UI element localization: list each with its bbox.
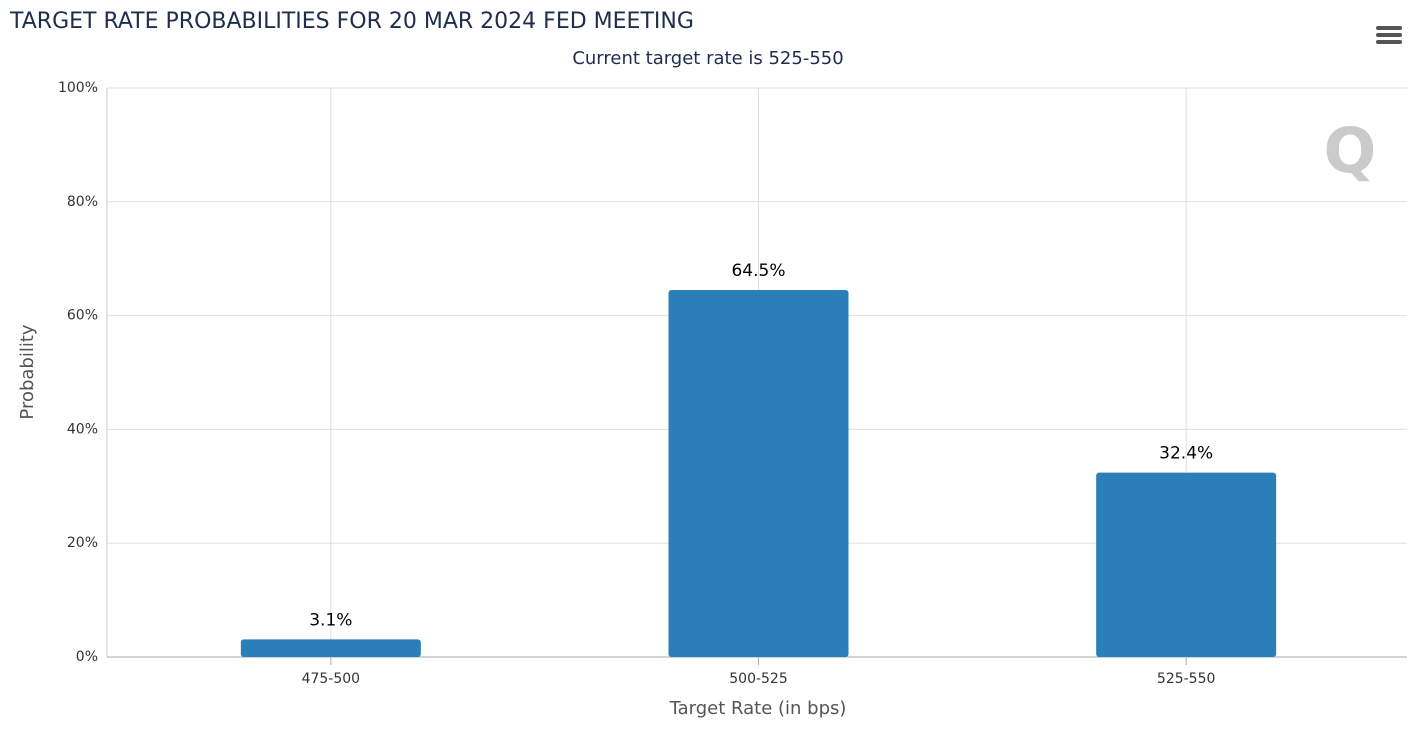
logo: Q	[1324, 114, 1377, 187]
menu-bar	[1376, 33, 1402, 37]
x-axis-title: Target Rate (in bps)	[669, 698, 847, 719]
x-tick-label: 475-500	[302, 671, 361, 687]
y-tick-label: 20%	[67, 535, 98, 551]
y-tick-label: 100%	[58, 80, 98, 96]
x-tick-label: 500-525	[729, 671, 788, 687]
x-tick-label: 525-550	[1157, 671, 1216, 687]
y-axis-title: Probability	[17, 324, 38, 419]
y-tick-label: 0%	[76, 649, 98, 665]
y-tick-label: 40%	[67, 421, 98, 437]
y-tick-label: 60%	[67, 308, 98, 324]
y-tick-label: 80%	[67, 194, 98, 210]
bar	[240, 639, 421, 657]
value-label: 64.5%	[731, 261, 785, 281]
value-label: 32.4%	[1159, 444, 1213, 464]
bar	[668, 289, 849, 657]
chart-subtitle: Current target rate is 525-550	[572, 48, 843, 69]
menu-bar	[1376, 26, 1402, 30]
value-label: 3.1%	[309, 610, 352, 630]
logo-glyph: Q	[1324, 114, 1377, 187]
menu-button[interactable]	[1376, 26, 1402, 44]
bar	[1096, 472, 1277, 657]
chart-title: TARGET RATE PROBABILITIES FOR 20 MAR 202…	[9, 9, 694, 34]
menu-bar	[1376, 40, 1402, 44]
